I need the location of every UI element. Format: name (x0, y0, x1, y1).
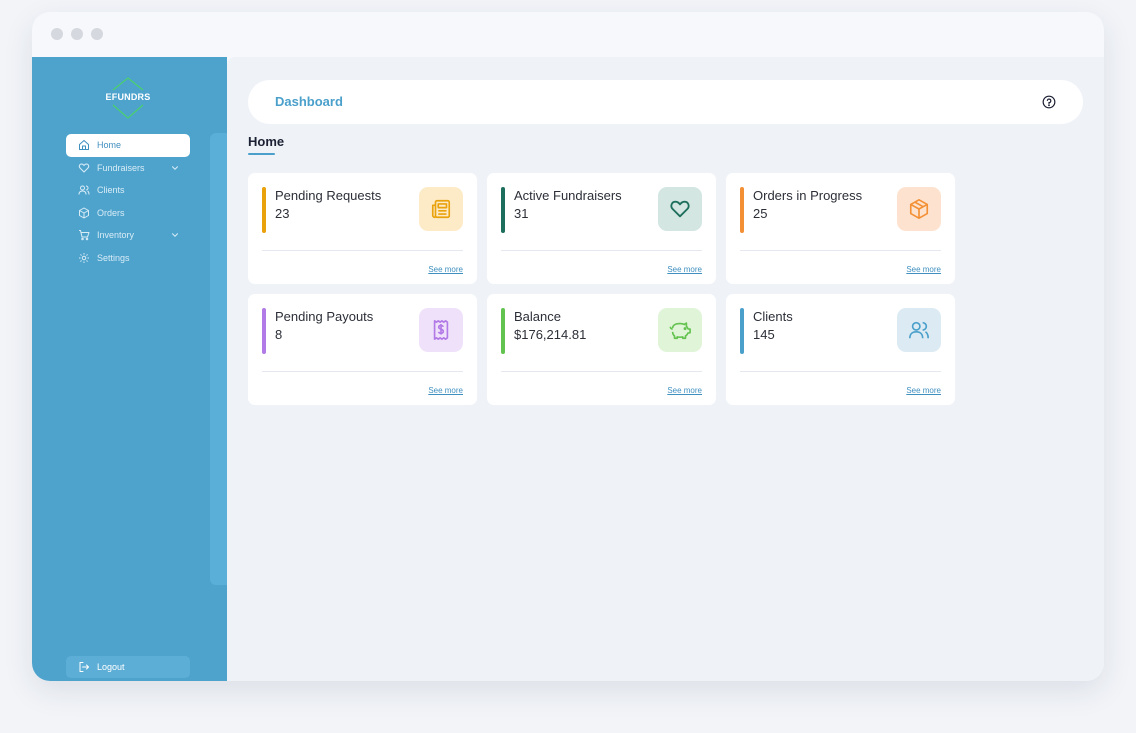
main-content: Dashboard Home Pending Requests 23 See m… (227, 57, 1104, 681)
see-more-link[interactable]: See more (428, 386, 463, 395)
heading-underline (248, 153, 275, 155)
logout-icon (78, 661, 90, 673)
card-value: 145 (753, 327, 775, 342)
piggy-bank-icon (669, 322, 691, 340)
card-icon-box (419, 308, 463, 352)
app-window: EFUNDRS Home Fundraisers (32, 12, 1104, 681)
card-value: 23 (275, 206, 290, 221)
top-bar: Dashboard (248, 80, 1083, 124)
sidebar-item-home[interactable]: Home (66, 134, 190, 157)
card-icon-box (419, 187, 463, 231)
dollar-receipt-icon (433, 320, 449, 340)
card-divider (262, 250, 463, 251)
sidebar-item-orders[interactable]: Orders (66, 202, 190, 225)
card-label: Clients (753, 309, 793, 324)
sidebar: EFUNDRS Home Fundraisers (32, 57, 227, 681)
sidebar-item-label: Home (97, 140, 122, 151)
card-icon-box (658, 187, 702, 231)
sidebar-item-label: Clients (97, 185, 125, 196)
logout-button[interactable]: Logout (66, 656, 190, 678)
heart-icon (78, 162, 90, 174)
stat-card-pending-payouts: Pending Payouts 8 See more (248, 294, 477, 405)
card-accent-bar (740, 187, 744, 233)
sidebar-edge (210, 133, 227, 585)
home-icon (78, 139, 90, 151)
card-divider (501, 371, 702, 372)
chevron-down-icon[interactable] (170, 163, 180, 173)
see-more-link[interactable]: See more (428, 265, 463, 274)
help-icon[interactable] (1042, 95, 1056, 109)
window-minimize-dot[interactable] (71, 28, 83, 40)
gear-icon (78, 252, 90, 264)
card-label: Pending Payouts (275, 309, 374, 324)
card-divider (501, 250, 702, 251)
heart-icon (670, 200, 690, 218)
sidebar-item-settings[interactable]: Settings (66, 247, 190, 270)
card-icon-box (658, 308, 702, 352)
card-label: Balance (514, 309, 561, 324)
sidebar-item-clients[interactable]: Clients (66, 179, 190, 202)
brand-name: EFUNDRS (105, 92, 151, 102)
sidebar-item-label: Inventory (97, 230, 135, 241)
card-accent-bar (262, 308, 266, 354)
logout-label: Logout (97, 662, 125, 672)
page-title: Dashboard (275, 94, 343, 109)
see-more-link[interactable]: See more (906, 386, 941, 395)
users-icon (78, 184, 90, 196)
stat-card-active-fundraisers: Active Fundraisers 31 See more (487, 173, 716, 284)
box-icon (78, 207, 90, 219)
card-label: Active Fundraisers (514, 188, 622, 203)
card-icon-box (897, 187, 941, 231)
cart-icon (78, 229, 90, 241)
sidebar-item-label: Orders (97, 207, 125, 218)
card-label: Pending Requests (275, 188, 382, 203)
card-divider (740, 250, 941, 251)
stat-card-clients: Clients 145 See more (726, 294, 955, 405)
window-close-dot[interactable] (51, 28, 63, 40)
box-icon (909, 199, 929, 219)
brand-logo[interactable]: EFUNDRS (106, 75, 150, 121)
card-divider (262, 371, 463, 372)
card-accent-bar (501, 187, 505, 233)
card-value: 8 (275, 327, 283, 342)
see-more-link[interactable]: See more (667, 386, 702, 395)
card-value: 25 (753, 206, 768, 221)
card-accent-bar (262, 187, 266, 233)
sidebar-item-inventory[interactable]: Inventory (66, 224, 190, 247)
see-more-link[interactable]: See more (906, 265, 941, 274)
card-label: Orders in Progress (753, 188, 863, 203)
newspaper-icon (431, 199, 451, 219)
card-value: $176,214.81 (514, 327, 587, 342)
window-titlebar (32, 12, 1104, 57)
sidebar-item-label: Settings (97, 252, 130, 263)
logo-diamond-icon (112, 77, 144, 119)
card-accent-bar (740, 308, 744, 354)
see-more-link[interactable]: See more (667, 265, 702, 274)
stat-card-pending-requests: Pending Requests 23 See more (248, 173, 477, 284)
section-heading: Home (248, 134, 285, 149)
window-maximize-dot[interactable] (91, 28, 103, 40)
stat-card-orders-in-progress: Orders in Progress 25 See more (726, 173, 955, 284)
sidebar-item-label: Fundraisers (97, 162, 145, 173)
card-divider (740, 371, 941, 372)
card-value: 31 (514, 206, 529, 221)
sidebar-nav: Home Fundraisers Clients (66, 134, 190, 269)
card-accent-bar (501, 308, 505, 354)
card-icon-box (897, 308, 941, 352)
chevron-down-icon[interactable] (170, 230, 180, 240)
sidebar-item-fundraisers[interactable]: Fundraisers (66, 157, 190, 180)
stat-card-balance: Balance $176,214.81 See more (487, 294, 716, 405)
users-icon (909, 321, 929, 339)
